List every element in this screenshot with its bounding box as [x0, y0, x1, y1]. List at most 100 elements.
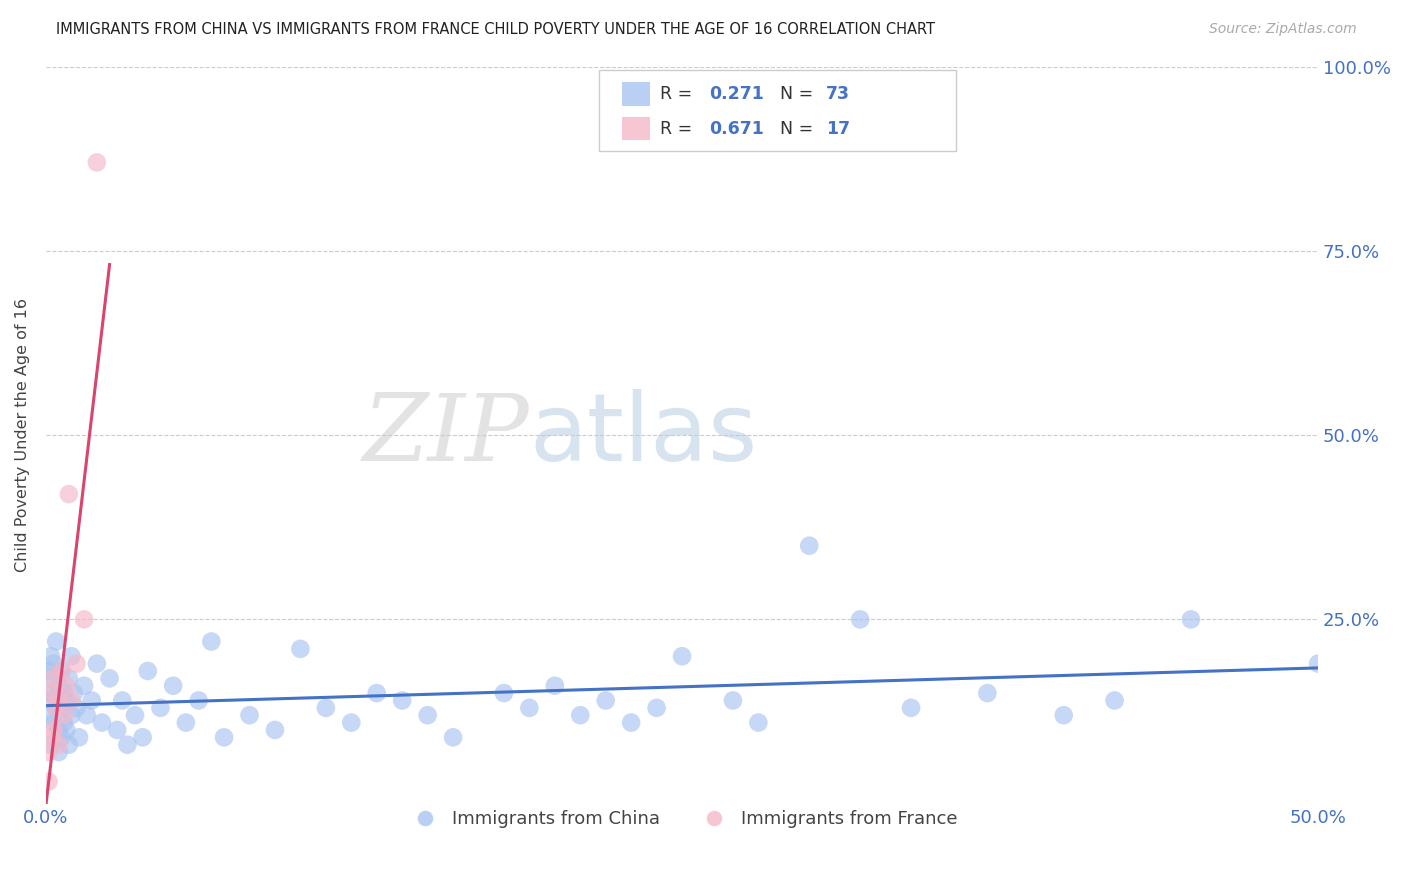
- Point: [63, 686, 86, 700]
- Point: [519, 701, 541, 715]
- Point: [76, 708, 98, 723]
- Point: [200, 634, 222, 648]
- Point: [671, 649, 693, 664]
- Point: [52, 715, 75, 730]
- Point: [38, 745, 60, 759]
- Text: 0.671: 0.671: [709, 120, 763, 137]
- Point: [1308, 657, 1330, 671]
- Text: 17: 17: [825, 120, 851, 137]
- Point: [38, 708, 60, 723]
- Point: [39, 693, 62, 707]
- Point: [136, 664, 159, 678]
- Point: [149, 701, 172, 715]
- Point: [747, 715, 769, 730]
- Point: [721, 693, 744, 707]
- Point: [80, 693, 103, 707]
- Bar: [623, 117, 650, 140]
- Point: [174, 715, 197, 730]
- Point: [98, 671, 121, 685]
- Point: [45, 701, 67, 715]
- Point: [416, 708, 439, 723]
- Point: [162, 679, 184, 693]
- Point: [39, 671, 62, 685]
- Point: [315, 701, 337, 715]
- Point: [58, 738, 80, 752]
- Point: [48, 693, 70, 707]
- Text: ZIP: ZIP: [363, 390, 530, 480]
- Point: [91, 715, 114, 730]
- Point: [492, 686, 515, 700]
- Point: [42, 723, 65, 737]
- Point: [441, 731, 464, 745]
- Point: [39, 731, 62, 745]
- Point: [391, 693, 413, 707]
- Bar: [623, 82, 650, 105]
- Point: [38, 774, 60, 789]
- Point: [55, 693, 77, 707]
- Point: [42, 671, 65, 685]
- Point: [48, 738, 70, 752]
- Point: [105, 723, 128, 737]
- Text: R =: R =: [661, 85, 699, 103]
- Point: [569, 708, 592, 723]
- Point: [51, 701, 73, 715]
- Point: [900, 701, 922, 715]
- Point: [67, 731, 90, 745]
- Point: [48, 723, 70, 737]
- FancyBboxPatch shape: [599, 70, 956, 152]
- Point: [39, 649, 62, 664]
- Point: [38, 686, 60, 700]
- Text: 0.271: 0.271: [709, 85, 763, 103]
- Point: [290, 641, 312, 656]
- Point: [264, 723, 287, 737]
- Point: [42, 657, 65, 671]
- Point: [39, 738, 62, 752]
- Point: [51, 664, 73, 678]
- Text: Source: ZipAtlas.com: Source: ZipAtlas.com: [1209, 22, 1357, 37]
- Point: [60, 649, 83, 664]
- Point: [212, 731, 235, 745]
- Point: [52, 686, 75, 700]
- Point: [60, 708, 83, 723]
- Point: [620, 715, 643, 730]
- Point: [131, 731, 153, 745]
- Point: [39, 686, 62, 700]
- Point: [1104, 693, 1126, 707]
- Point: [595, 693, 617, 707]
- Point: [52, 708, 75, 723]
- Point: [42, 715, 65, 730]
- Point: [55, 723, 77, 737]
- Point: [51, 731, 73, 745]
- Point: [65, 701, 87, 715]
- Point: [544, 679, 567, 693]
- Y-axis label: Child Poverty Under the Age of 16: Child Poverty Under the Age of 16: [15, 298, 30, 572]
- Point: [124, 708, 146, 723]
- Legend: Immigrants from China, Immigrants from France: Immigrants from China, Immigrants from F…: [399, 803, 965, 835]
- Point: [1180, 612, 1202, 626]
- Point: [60, 693, 83, 707]
- Point: [86, 155, 108, 169]
- Text: N =: N =: [769, 85, 818, 103]
- Point: [976, 686, 998, 700]
- Text: 73: 73: [825, 85, 849, 103]
- Point: [45, 634, 67, 648]
- Text: atlas: atlas: [530, 389, 758, 481]
- Point: [65, 657, 87, 671]
- Point: [849, 612, 872, 626]
- Point: [366, 686, 388, 700]
- Point: [38, 664, 60, 678]
- Point: [799, 539, 821, 553]
- Point: [73, 612, 96, 626]
- Point: [117, 738, 139, 752]
- Point: [51, 664, 73, 678]
- Point: [58, 487, 80, 501]
- Point: [238, 708, 260, 723]
- Point: [340, 715, 363, 730]
- Point: [111, 693, 134, 707]
- Point: [86, 657, 108, 671]
- Text: IMMIGRANTS FROM CHINA VS IMMIGRANTS FROM FRANCE CHILD POVERTY UNDER THE AGE OF 1: IMMIGRANTS FROM CHINA VS IMMIGRANTS FROM…: [56, 22, 935, 37]
- Text: N =: N =: [769, 120, 818, 137]
- Point: [58, 671, 80, 685]
- Point: [48, 745, 70, 759]
- Point: [55, 679, 77, 693]
